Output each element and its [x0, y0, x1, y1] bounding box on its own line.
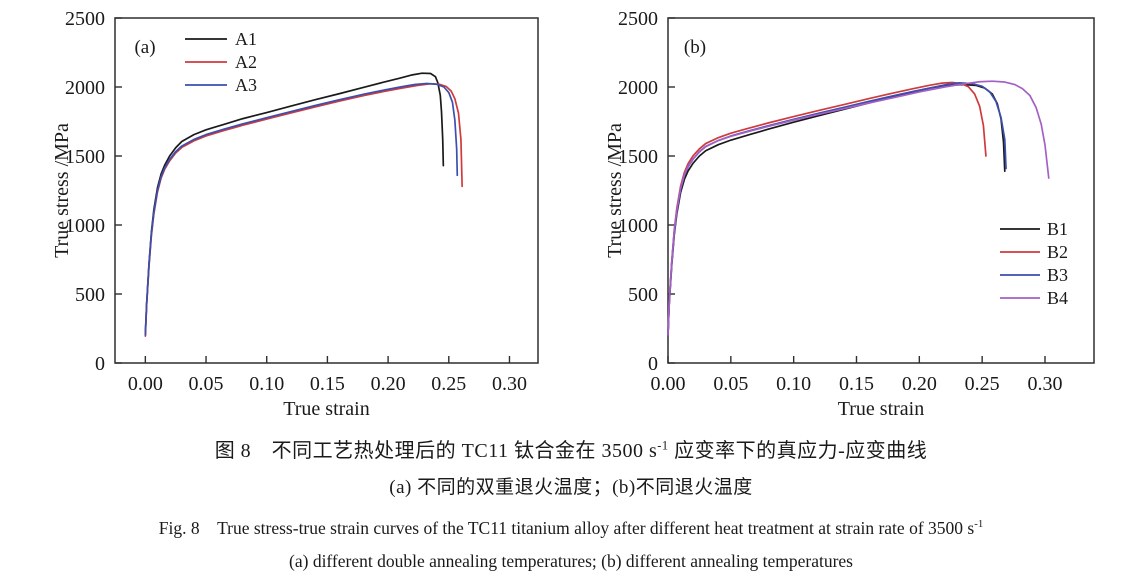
x-tick-label: 0.10 — [776, 373, 811, 395]
x-tick-label: 0.10 — [249, 373, 284, 395]
caption-en-title: Fig. 8 True stress-true strain curves of… — [0, 515, 1142, 540]
y-tick-label: 500 — [75, 284, 105, 306]
panel-label: (b) — [684, 37, 706, 58]
series-curve-A3 — [144, 82, 459, 336]
y-axis-label: True stress /MPa — [605, 123, 626, 258]
x-axis-label: True strain — [283, 398, 369, 420]
y-tick-label: 2500 — [618, 8, 658, 30]
y-tick-label: 500 — [628, 284, 658, 306]
figure-captions: 图 8 不同工艺热处理后的 TC11 钛合金在 3500 s-1 应变率下的真应… — [0, 428, 1142, 572]
series-curve-B2 — [667, 81, 987, 336]
caption-en-title-sup: -1 — [974, 518, 984, 531]
chart-panel-a: 0.00 0.05 0.10 0.15 0.20 0.25 0.30 0 500 1000 1500… — [51, 0, 555, 430]
y-tick-label: 1000 — [618, 215, 658, 237]
caption-zh-title: 图 8 不同工艺热处理后的 TC11 钛合金在 3500 s-1 应变率下的真应… — [0, 434, 1142, 463]
x-tick-label: 0.25 — [431, 373, 466, 395]
y-tick-label: 0 — [95, 353, 105, 375]
x-tick-label: 0.00 — [128, 373, 163, 395]
y-axis-label: True stress /MPa — [55, 123, 73, 258]
y-tick-label: 0 — [648, 353, 658, 375]
y-tick-label: 2000 — [618, 77, 658, 99]
panel-label: (a) — [134, 37, 155, 58]
x-tick-label: 0.15 — [310, 373, 345, 395]
chart-panel-b: 0.00 0.05 0.10 0.15 0.20 0.25 0.30 0 500 1000 1500… — [604, 0, 1142, 430]
x-tick-label: 0.15 — [839, 373, 874, 395]
caption-en-subtitle: (a) different double annealing temperatu… — [289, 551, 853, 571]
y-tick-label: 1500 — [618, 146, 658, 168]
legend-label-B1: B1 — [1047, 219, 1068, 239]
plot-svg-a: 0.00 0.05 0.10 0.15 0.20 0.25 0.30 0 500 1000 1500… — [51, 8, 539, 420]
legend-label-A3: A3 — [235, 75, 257, 95]
x-tick-label: 0.20 — [902, 373, 937, 395]
series-curve-B4 — [667, 80, 1050, 336]
x-axis-label: True strain — [838, 398, 924, 420]
x-tick-label: 0.00 — [651, 373, 686, 395]
series-curve-A2 — [144, 82, 463, 337]
legend-label-A1: A1 — [235, 29, 257, 49]
y-tick-label: 1000 — [65, 215, 105, 237]
caption-zh-title-text: 图 8 不同工艺热处理后的 TC11 钛合金在 3500 s — [214, 440, 658, 462]
plot-frame — [114, 17, 539, 364]
plot-svg-b: 0.00 0.05 0.10 0.15 0.20 0.25 0.30 0 500 1000 1500… — [604, 8, 1095, 420]
series-curve-B3 — [667, 82, 1007, 336]
series-curve-B1 — [667, 83, 1006, 337]
caption-en-title-text: Fig. 8 True stress-true strain curves of… — [158, 518, 975, 538]
x-tick-label: 0.20 — [371, 373, 406, 395]
legend-label-B4: B4 — [1047, 288, 1068, 308]
y-tick-label: 2000 — [65, 77, 105, 99]
caption-zh-title-sup: -1 — [657, 438, 669, 453]
x-tick-label: 0.05 — [713, 373, 748, 395]
x-tick-label: 0.25 — [965, 373, 1000, 395]
x-tick-label: 0.30 — [1027, 373, 1062, 395]
legend-label-B3: B3 — [1047, 265, 1068, 285]
caption-zh-subtitle: (a) 不同的双重退火温度；(b)不同退火温度 — [389, 477, 753, 498]
plot-frame — [667, 17, 1095, 364]
x-tick-label: 0.05 — [189, 373, 224, 395]
y-tick-label: 2500 — [65, 8, 105, 30]
caption-zh-title-post: 应变率下的真应力-应变曲线 — [668, 440, 928, 462]
legend-label-A2: A2 — [235, 52, 257, 72]
legend-label-B2: B2 — [1047, 242, 1068, 262]
y-tick-label: 1500 — [65, 146, 105, 168]
x-tick-label: 0.30 — [492, 373, 527, 395]
